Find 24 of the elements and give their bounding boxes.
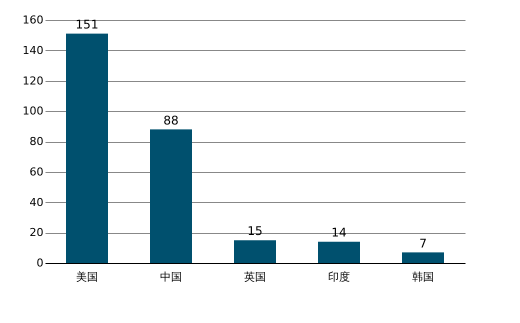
bar xyxy=(402,252,444,263)
bar xyxy=(150,129,192,263)
y-tick-label: 160 xyxy=(22,14,44,26)
y-tick-label: 40 xyxy=(30,196,44,209)
data-label: 15 xyxy=(247,224,263,238)
bar xyxy=(318,242,360,263)
y-tick-label: 20 xyxy=(30,226,44,240)
data-label: 88 xyxy=(163,113,179,128)
x-tick-label: 中国 xyxy=(160,270,182,284)
y-tick-label: 80 xyxy=(30,135,44,148)
bar xyxy=(234,240,276,263)
bar xyxy=(66,34,108,263)
data-label: 7 xyxy=(419,236,427,250)
data-label: 14 xyxy=(331,226,347,240)
y-tick-label: 140 xyxy=(22,44,44,57)
x-tick-label: 美国 xyxy=(76,270,98,284)
x-tick-label: 印度 xyxy=(328,270,350,284)
y-tick-label: 100 xyxy=(22,104,44,118)
x-tick-label: 韩国 xyxy=(412,270,434,284)
data-label: 151 xyxy=(76,18,98,32)
y-tick-label: 0 xyxy=(36,256,44,270)
x-tick-label: 英国 xyxy=(244,270,266,284)
y-tick-label: 60 xyxy=(30,165,44,178)
y-tick-label: 120 xyxy=(22,74,44,88)
